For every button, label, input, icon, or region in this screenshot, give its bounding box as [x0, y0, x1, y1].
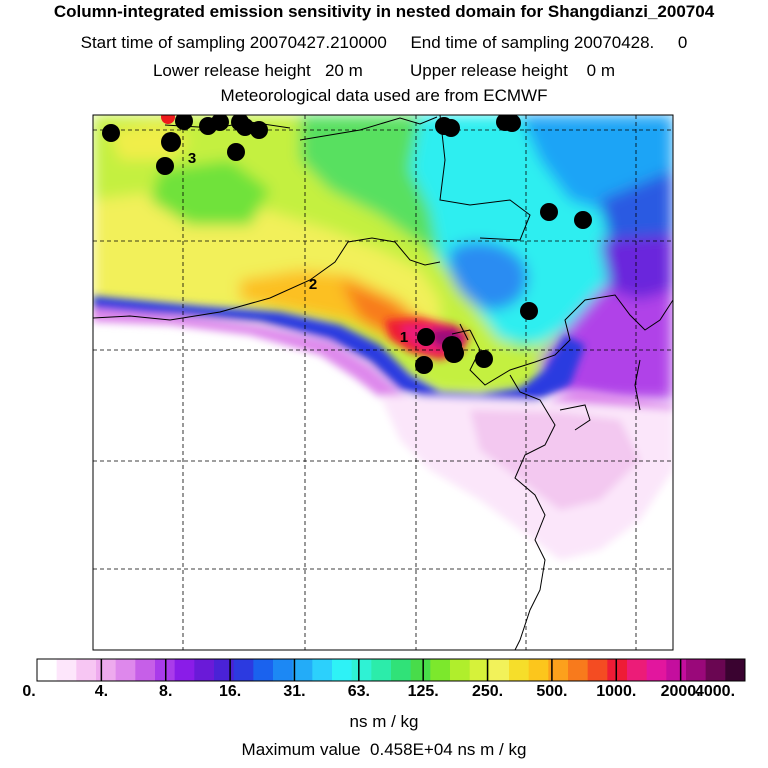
colorbar-cell	[233, 659, 254, 681]
colorbar-cell	[568, 659, 589, 681]
colorbar-tick-label: 1000.	[596, 683, 637, 700]
colorbar-cell	[214, 659, 235, 681]
colorbar-cell	[646, 659, 667, 681]
colorbar-cell	[509, 659, 530, 681]
coastline	[93, 115, 673, 650]
chart-title: Column-integrated emission sensitivity i…	[53, 2, 715, 21]
cluster-point	[540, 203, 558, 221]
colorbar-cell	[450, 659, 471, 681]
colorbar-cell	[292, 659, 313, 681]
colorbar-cell	[666, 659, 687, 681]
colorbar-tick-label: 4.	[94, 683, 109, 700]
colorbar-cell	[686, 659, 707, 681]
colorbar-tick-label: 63.	[347, 683, 370, 700]
sampling-time-line: Start time of sampling 20070427.210000 E…	[80, 33, 688, 52]
max-value-label: Maximum value 0.458E+04 ns m / kg	[241, 740, 527, 759]
cluster-point	[211, 115, 229, 131]
cluster-point	[250, 121, 268, 139]
cluster-point	[161, 132, 181, 152]
colorbar-cell	[332, 659, 353, 681]
colorbar-cell	[627, 659, 648, 681]
colorbar-tick-label: 8.	[159, 683, 173, 700]
colorbar-unit-label: ns m / kg	[349, 712, 419, 731]
release-height-line: Lower release height 20 m Upper release …	[152, 61, 616, 80]
map-frame	[92, 114, 674, 651]
colorbar-cell	[351, 659, 372, 681]
colorbar-tick-label: 16.	[218, 683, 242, 700]
colorbar-tick-label: 125.	[407, 683, 439, 700]
cluster-point	[574, 211, 592, 229]
point-label-2: 2	[309, 276, 317, 293]
colorbar-tick-label: 250.	[471, 683, 504, 700]
colorbar-cell	[37, 659, 58, 681]
colorbar-cell	[607, 659, 628, 681]
colorbar-cell	[725, 659, 746, 681]
cluster-point	[417, 328, 435, 346]
cluster-point	[444, 343, 464, 363]
receptor-marker	[451, 323, 471, 341]
map-grid	[93, 115, 673, 650]
cluster-point	[236, 118, 254, 136]
cluster-point-red	[161, 115, 175, 124]
colorbar-cell	[469, 659, 490, 681]
colorbar-cell	[548, 659, 569, 681]
cluster-point	[503, 115, 521, 132]
colorbar-tick-label: 4000.	[694, 683, 736, 700]
colorbar-cell	[430, 659, 451, 681]
colorbar-cell	[56, 659, 77, 681]
colorbar-tick-label: 2000.	[660, 683, 701, 700]
colorbar-cell	[371, 659, 392, 681]
colorbar-cell	[76, 659, 97, 681]
point-label-1: 1	[400, 329, 408, 346]
cluster-point	[102, 124, 120, 142]
colorbar-cell	[135, 659, 156, 681]
cluster-point	[415, 356, 433, 374]
colorbar-cell	[528, 659, 549, 681]
colorbar-cell	[194, 659, 215, 681]
cluster-point	[475, 350, 493, 368]
cluster-point	[175, 115, 193, 130]
colorbar-cell	[312, 659, 333, 681]
heatmap-field	[93, 115, 673, 650]
cluster-point	[520, 302, 538, 320]
colorbar-tick-label: 500.	[536, 683, 568, 700]
cluster-points	[102, 115, 592, 374]
colorbar-cell	[489, 659, 510, 681]
colorbar-cell	[273, 659, 294, 681]
point-label-3: 3	[188, 150, 196, 167]
cluster-point	[156, 157, 174, 175]
colorbar-cell	[174, 659, 195, 681]
met-data-line: Meteorological data used are from ECMWF	[220, 86, 548, 105]
colorbar-cell	[96, 659, 117, 681]
colorbar-cell	[115, 659, 136, 681]
colorbar-cell	[391, 659, 412, 681]
colorbar-tick-label: 31.	[283, 683, 306, 700]
cluster-point	[227, 143, 245, 161]
colorbar-cell	[705, 659, 726, 681]
colorbar-cell	[410, 659, 431, 681]
colorbar-cell	[253, 659, 274, 681]
cluster-point	[442, 119, 460, 137]
colorbar-cell	[587, 659, 608, 681]
colorbar-tick-label: 0.	[22, 683, 36, 700]
